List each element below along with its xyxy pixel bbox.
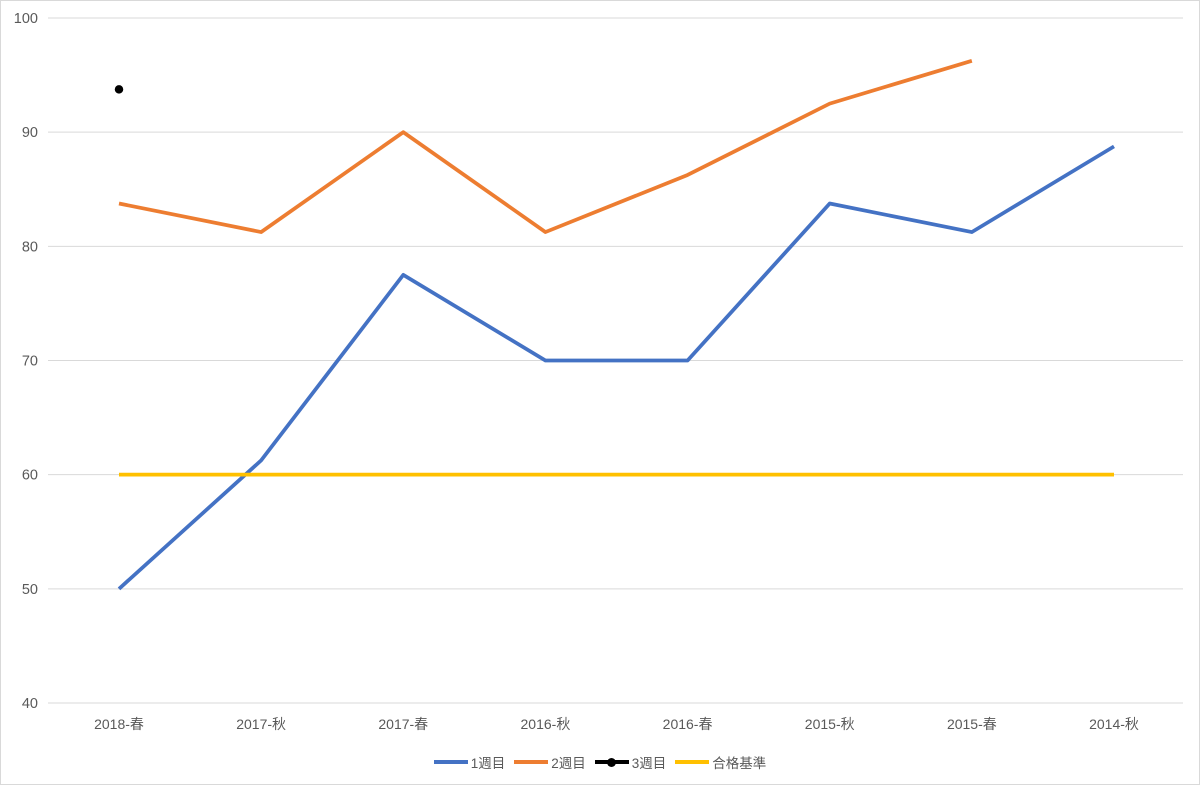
legend-label-3: 合格基準 bbox=[712, 756, 767, 771]
legend-label-1: 2週目 bbox=[551, 756, 586, 771]
legend-swatch-1 bbox=[514, 760, 549, 764]
x-tick-label: 2015-秋 bbox=[805, 716, 855, 732]
y-tick-label: 80 bbox=[22, 239, 38, 255]
legend-swatch-0 bbox=[433, 760, 468, 764]
data-point-marker-2 bbox=[114, 85, 124, 94]
legend-label-2: 3週目 bbox=[631, 756, 667, 771]
series-line-1 bbox=[118, 59, 973, 234]
x-tick-label: 2017-春 bbox=[378, 716, 428, 732]
legend-marker-dot-2 bbox=[607, 757, 617, 767]
legend-swatch-3 bbox=[675, 760, 710, 764]
y-tick-label: 70 bbox=[22, 354, 38, 370]
x-tick-label: 2016-春 bbox=[663, 716, 713, 732]
x-tick-label: 2016-秋 bbox=[521, 716, 571, 732]
x-tick-label: 2014-秋 bbox=[1089, 716, 1139, 732]
y-tick-label: 60 bbox=[22, 468, 38, 484]
legend-item-1: 2週目 bbox=[514, 752, 586, 772]
legend-item-2: 3週目 bbox=[594, 752, 667, 772]
legend-label-0: 1週目 bbox=[470, 756, 506, 771]
legend-item-3: 合格基準 bbox=[675, 752, 766, 772]
x-tick-label: 2018-春 bbox=[94, 716, 144, 732]
y-tick-label: 90 bbox=[22, 125, 38, 141]
legend-swatch-2 bbox=[594, 757, 629, 767]
y-tick-label: 40 bbox=[22, 696, 38, 712]
legend-item-0: 1週目 bbox=[433, 752, 506, 772]
legend: 1週目 2週目 3週目 合格基準 bbox=[1, 751, 1199, 773]
x-tick-label: 2017-秋 bbox=[236, 716, 286, 732]
x-tick-label: 2015-春 bbox=[947, 716, 997, 732]
y-tick-label: 100 bbox=[14, 11, 38, 27]
series-line-0 bbox=[117, 144, 1115, 591]
y-tick-label: 50 bbox=[22, 582, 38, 598]
